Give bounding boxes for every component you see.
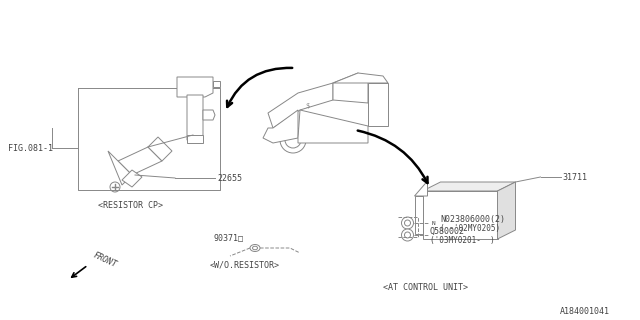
Text: $: $ <box>306 103 310 109</box>
Polygon shape <box>187 95 203 140</box>
Polygon shape <box>122 170 142 187</box>
Polygon shape <box>415 196 422 234</box>
Polygon shape <box>415 181 428 196</box>
Circle shape <box>401 229 413 241</box>
Polygon shape <box>298 110 368 143</box>
Polygon shape <box>333 73 388 83</box>
Circle shape <box>110 182 120 192</box>
Polygon shape <box>497 182 515 239</box>
Text: 90371□: 90371□ <box>213 234 243 243</box>
Text: 22655: 22655 <box>217 173 242 182</box>
Polygon shape <box>187 135 203 143</box>
Polygon shape <box>118 147 162 175</box>
Text: FRONT: FRONT <box>92 251 118 269</box>
Polygon shape <box>263 110 298 143</box>
Text: <AT CONTROL UNIT>: <AT CONTROL UNIT> <box>383 283 468 292</box>
Polygon shape <box>177 77 213 97</box>
Polygon shape <box>368 83 388 126</box>
Ellipse shape <box>250 244 260 252</box>
Text: A184001041: A184001041 <box>560 307 610 316</box>
Text: FIG.081-1: FIG.081-1 <box>8 143 53 153</box>
Text: N023806000(2): N023806000(2) <box>440 214 506 223</box>
Circle shape <box>401 217 413 229</box>
Polygon shape <box>148 137 172 161</box>
Text: <W/O.RESISTOR>: <W/O.RESISTOR> <box>210 260 280 269</box>
Circle shape <box>280 127 306 153</box>
Polygon shape <box>422 191 497 239</box>
Text: ( -'02MY0205): ( -'02MY0205) <box>440 223 500 233</box>
Text: N: N <box>431 220 435 226</box>
Polygon shape <box>333 73 368 103</box>
Text: <RESISTOR CP>: <RESISTOR CP> <box>98 201 163 210</box>
Polygon shape <box>203 110 215 120</box>
Polygon shape <box>268 83 333 128</box>
Polygon shape <box>213 81 220 87</box>
Polygon shape <box>108 151 132 185</box>
Text: Q580002: Q580002 <box>429 227 465 236</box>
Text: ('03MY0201-  ): ('03MY0201- ) <box>429 236 494 244</box>
Text: 31711: 31711 <box>563 172 588 181</box>
Polygon shape <box>422 182 515 191</box>
